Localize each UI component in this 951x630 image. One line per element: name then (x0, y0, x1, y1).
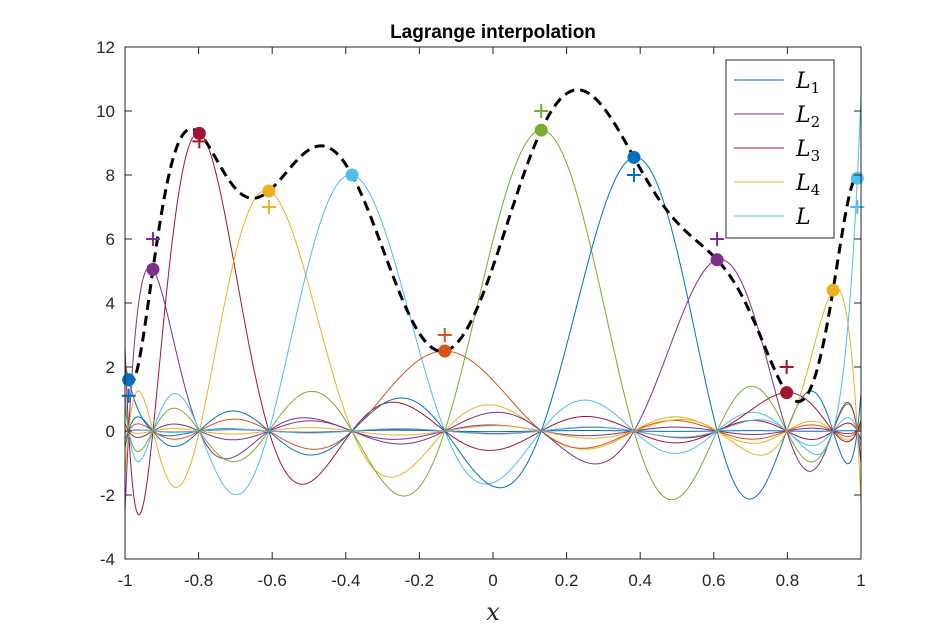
y-tick-label: -2 (100, 486, 115, 505)
x-tick-label: -0.4 (331, 571, 360, 590)
node-point-12 (850, 171, 864, 185)
basis-curve-11 (125, 287, 861, 503)
data-plus-9 (779, 360, 794, 374)
data-plus-3 (192, 134, 207, 149)
legend-label: L3 (795, 137, 820, 165)
node-point-10 (780, 386, 794, 400)
x-tick-label: 0.6 (702, 571, 726, 590)
basis-curve-7 (125, 129, 861, 501)
basis-curves (125, 95, 861, 516)
legend-item-5: L (734, 205, 811, 230)
basis-curve-12 (125, 95, 861, 456)
x-tick-label: 0.8 (776, 571, 800, 590)
legend-item-3: L3 (734, 137, 820, 165)
data-plus-5 (437, 328, 452, 342)
legend-label: L4 (795, 171, 820, 199)
y-tick-label: 0 (106, 422, 115, 441)
interpolant-curve (127, 88, 858, 404)
y-tick-label: 12 (96, 38, 115, 57)
legend-item-2: L2 (734, 103, 820, 131)
legend-item-1: L1 (734, 69, 820, 97)
basis-curve-8 (125, 156, 861, 500)
y-tick-label: -4 (100, 550, 115, 569)
node-point-4 (262, 184, 276, 198)
basis-curve-9 (125, 258, 861, 472)
x-tick-label: 0 (488, 571, 497, 590)
legend-item-4: L4 (734, 171, 820, 199)
x-tick-label: -0.6 (258, 571, 287, 590)
y-tick-label: 6 (106, 230, 115, 249)
basis-curve-3 (125, 132, 861, 516)
data-plus-6 (534, 104, 549, 118)
legend-label: L1 (795, 69, 820, 97)
legend-box (725, 59, 835, 239)
axes: -1 -0.8 -0.6 -0.4 -0.2 0 0.2 0.4 0.6 0.8 1 -4 -2 0 2 4 6… (96, 38, 866, 590)
basis-curve-5 (125, 174, 861, 496)
node-point-1 (122, 373, 136, 387)
node-point-9 (710, 253, 724, 267)
y-tick-label: 2 (106, 358, 115, 377)
node-markers (121, 104, 865, 403)
basis-curve-4 (125, 189, 861, 488)
node-point-5 (345, 168, 359, 182)
basis-curve-2 (125, 266, 861, 513)
node-point-8 (627, 150, 641, 164)
node-point-2 (146, 262, 160, 276)
data-plus-4 (261, 200, 276, 214)
data-plus-2 (145, 232, 160, 246)
x-tick-label: -1 (117, 571, 132, 590)
data-plus-8 (710, 232, 725, 246)
data-plus-1 (121, 388, 136, 403)
y-tick-label: 10 (96, 102, 115, 121)
chart-title: Lagrange interpolation (390, 22, 596, 43)
data-plus-7 (626, 168, 641, 182)
x-tick-label: -0.8 (184, 571, 213, 590)
x-axis-label: x (486, 598, 500, 626)
x-tick-label: 1 (856, 571, 865, 590)
basis-curve-6 (125, 350, 861, 450)
y-tick-label: 4 (106, 294, 115, 313)
node-point-11 (826, 283, 840, 297)
x-tick-label: 0.2 (555, 571, 579, 590)
node-point-7 (534, 123, 548, 137)
legend: L1 L2 L3 L4 L (725, 59, 835, 239)
legend-label: L (795, 205, 811, 230)
node-point-6 (438, 344, 452, 358)
x-tick-label: 0.4 (628, 571, 652, 590)
x-tick-label: -0.2 (405, 571, 434, 590)
y-tick-label: 8 (106, 166, 115, 185)
data-plus-10 (850, 200, 865, 214)
interpolant-line (127, 88, 858, 404)
legend-label: L2 (795, 103, 820, 131)
node-point-3 (192, 126, 206, 140)
